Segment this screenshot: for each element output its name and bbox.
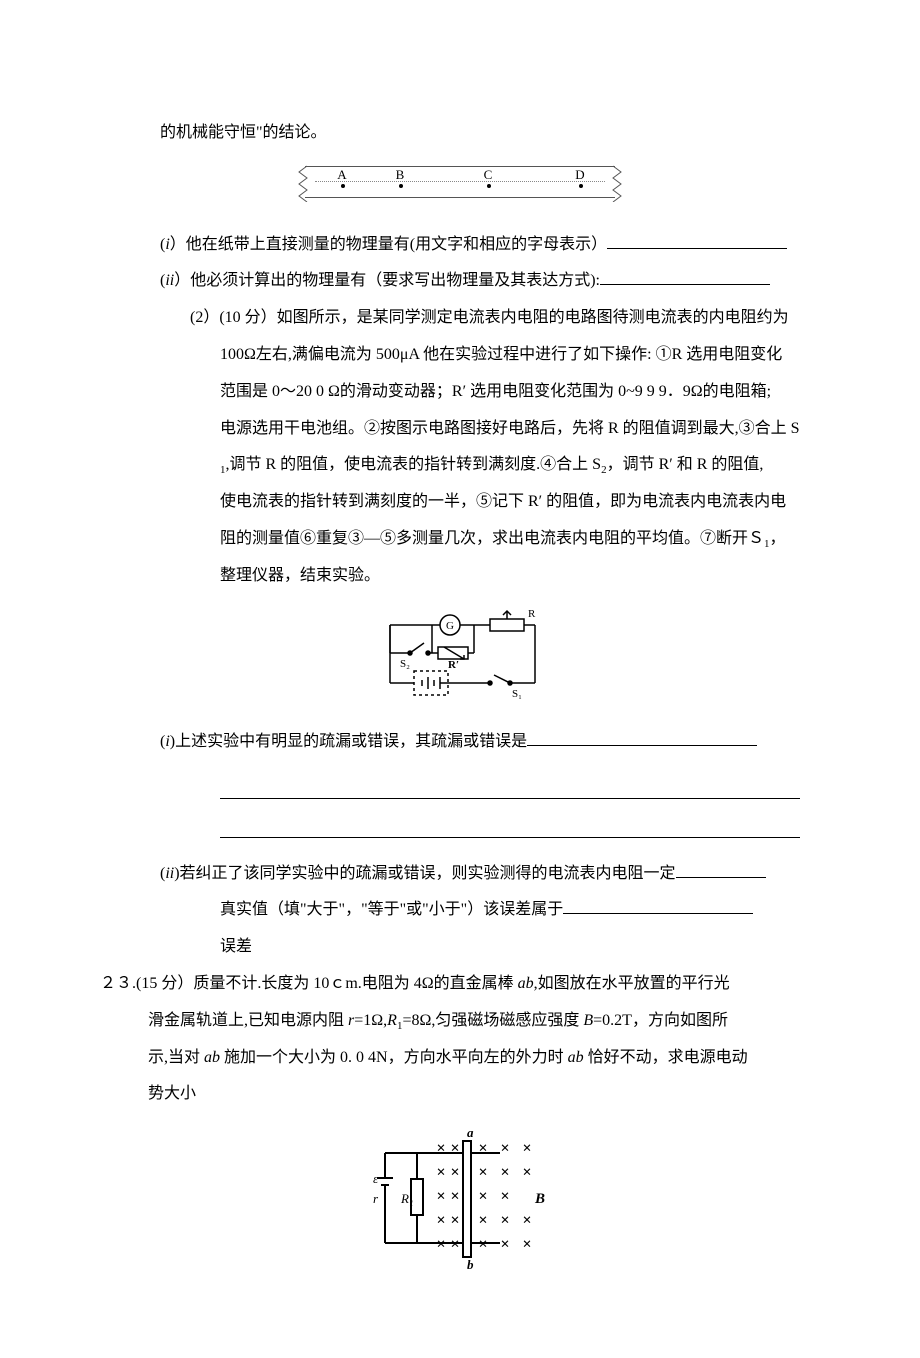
tape-dot: [399, 184, 403, 188]
switch-s2-label: S₂: [400, 658, 410, 670]
B-label: B: [534, 1191, 545, 1207]
rbox-label: R′: [448, 659, 459, 671]
a-label: a: [467, 1125, 474, 1140]
svg-text:×: ×: [522, 1164, 531, 1181]
error-ii: (ii)若纠正了该同学实验中的疏漏或错误，则实验测得的电流表内电阻一定: [100, 856, 820, 893]
svg-text:×: ×: [522, 1212, 531, 1229]
svg-text:×: ×: [478, 1164, 487, 1181]
svg-text:×: ×: [436, 1140, 445, 1157]
svg-text:×: ×: [450, 1236, 459, 1253]
figure-rails: ××××× ××××× ×××× ××××× ××××× ε r R₁ a b …: [100, 1123, 820, 1288]
svg-text:×: ×: [450, 1164, 459, 1181]
svg-text:×: ×: [478, 1212, 487, 1229]
svg-text:×: ×: [436, 1164, 445, 1181]
svg-text:×: ×: [436, 1212, 445, 1229]
error-ii-line2: 真实值（填"大于"，"等于"或"小于"）该误差属于: [100, 892, 820, 929]
problem-2-line4: 电源选用干电池组。②按图示电路图接好电路后，先将 R 的阻值调到最大,③合上 S: [100, 411, 820, 448]
tape-label-B: B: [393, 168, 407, 181]
tape-torn-right-icon: [611, 162, 625, 202]
svg-text:×: ×: [500, 1188, 509, 1205]
q23-line4: 势大小: [100, 1076, 820, 1113]
blank-field[interactable]: [563, 897, 753, 914]
blank-field[interactable]: [607, 232, 787, 249]
blank-field[interactable]: [527, 729, 757, 746]
svg-text:×: ×: [450, 1188, 459, 1205]
galvanometer-label: G: [446, 620, 454, 632]
q23-line2: 滑金属轨道上,已知电源内阻 r=1Ω,R1=8Ω,匀强磁场磁感应强度 B=0.2…: [100, 1003, 820, 1040]
svg-text:×: ×: [500, 1140, 509, 1157]
svg-text:×: ×: [478, 1188, 487, 1205]
problem-2-line6: 使电流表的指针转到满刻度的一半，⑤记下 R′ 的阻值，即为电流表内电流表内电: [100, 484, 820, 521]
r-label: r: [373, 1191, 379, 1206]
svg-text:×: ×: [478, 1236, 487, 1253]
q23-line3: 示,当对 ab 施加一个大小为 0. 0 4N，方向水平向左的外力时 ab 恰好…: [100, 1040, 820, 1077]
tape-dot: [487, 184, 491, 188]
tape-dot: [341, 184, 345, 188]
problem-2-line2: 100Ω左右,满偏电流为 500μA 他在实验过程中进行了如下操作: ①R 选用…: [100, 337, 820, 374]
question-ii: (ii）他必须计算出的物理量有（要求写出物理量及其表达方式):: [100, 263, 820, 300]
q23-line1: ２３.(15 分）质量不计.长度为 10ｃm.电阻为 4Ω的直金属棒 ab,如图…: [100, 966, 820, 1003]
svg-text:×: ×: [522, 1140, 531, 1157]
problem-2-line5: 1,调节 R 的阻值，使电流表的指针转到满刻度.④合上 S2，调节 R′ 和 R…: [100, 447, 820, 484]
problem-2-line7: 阻的测量值⑥重复③—⑤多测量几次，求出电流表内电阻的平均值。⑦断开Ｓ1，: [100, 521, 820, 558]
tape-label-D: D: [573, 168, 587, 181]
tape-torn-left-icon: [295, 162, 309, 202]
tape-label-C: C: [481, 168, 495, 181]
error-ii-line3: 误差: [100, 929, 820, 966]
top-fragment: 的机械能守恒"的结论。: [100, 115, 820, 152]
svg-text:×: ×: [500, 1236, 509, 1253]
tape-dot: [579, 184, 583, 188]
problem-2-line8: 整理仪器，结束实验。: [100, 558, 820, 595]
rheostat-label: R: [528, 608, 536, 620]
question-i: (i）他在纸带上直接测量的物理量有(用文字和相应的字母表示）: [100, 227, 820, 264]
figure-tape: A B C D: [100, 162, 820, 217]
svg-text:×: ×: [436, 1236, 445, 1253]
svg-text:×: ×: [436, 1188, 445, 1205]
tape-label-A: A: [335, 168, 349, 181]
svg-text:×: ×: [522, 1236, 531, 1253]
emf-label: ε: [373, 1171, 379, 1186]
svg-text:×: ×: [500, 1212, 509, 1229]
blank-field[interactable]: [676, 861, 766, 878]
blank-field[interactable]: [600, 268, 770, 285]
svg-text:×: ×: [500, 1164, 509, 1181]
error-i: (i)上述实验中有明显的疏漏或错误，其疏漏或错误是: [100, 724, 820, 761]
problem-2-line1: (2）(10 分）如图所示，是某同学测定电流表内电阻的电路图待测电流表的内电阻约…: [100, 300, 820, 337]
svg-text:×: ×: [450, 1140, 459, 1157]
problem-2-line3: 范围是 0～20 0 Ω的滑动变动器；R′ 选用电阻变化范围为 0~9 9 9．…: [100, 374, 820, 411]
figure-circuit: G R R′ S₁ S₂: [100, 605, 820, 715]
svg-text:×: ×: [478, 1140, 487, 1157]
blank-line-full[interactable]: [220, 779, 800, 799]
switch-s1-label: S₁: [512, 688, 522, 700]
blank-line-full[interactable]: [220, 817, 800, 837]
R1-label: R₁: [400, 1191, 413, 1206]
b-label: b: [467, 1257, 474, 1272]
svg-text:×: ×: [450, 1212, 459, 1229]
